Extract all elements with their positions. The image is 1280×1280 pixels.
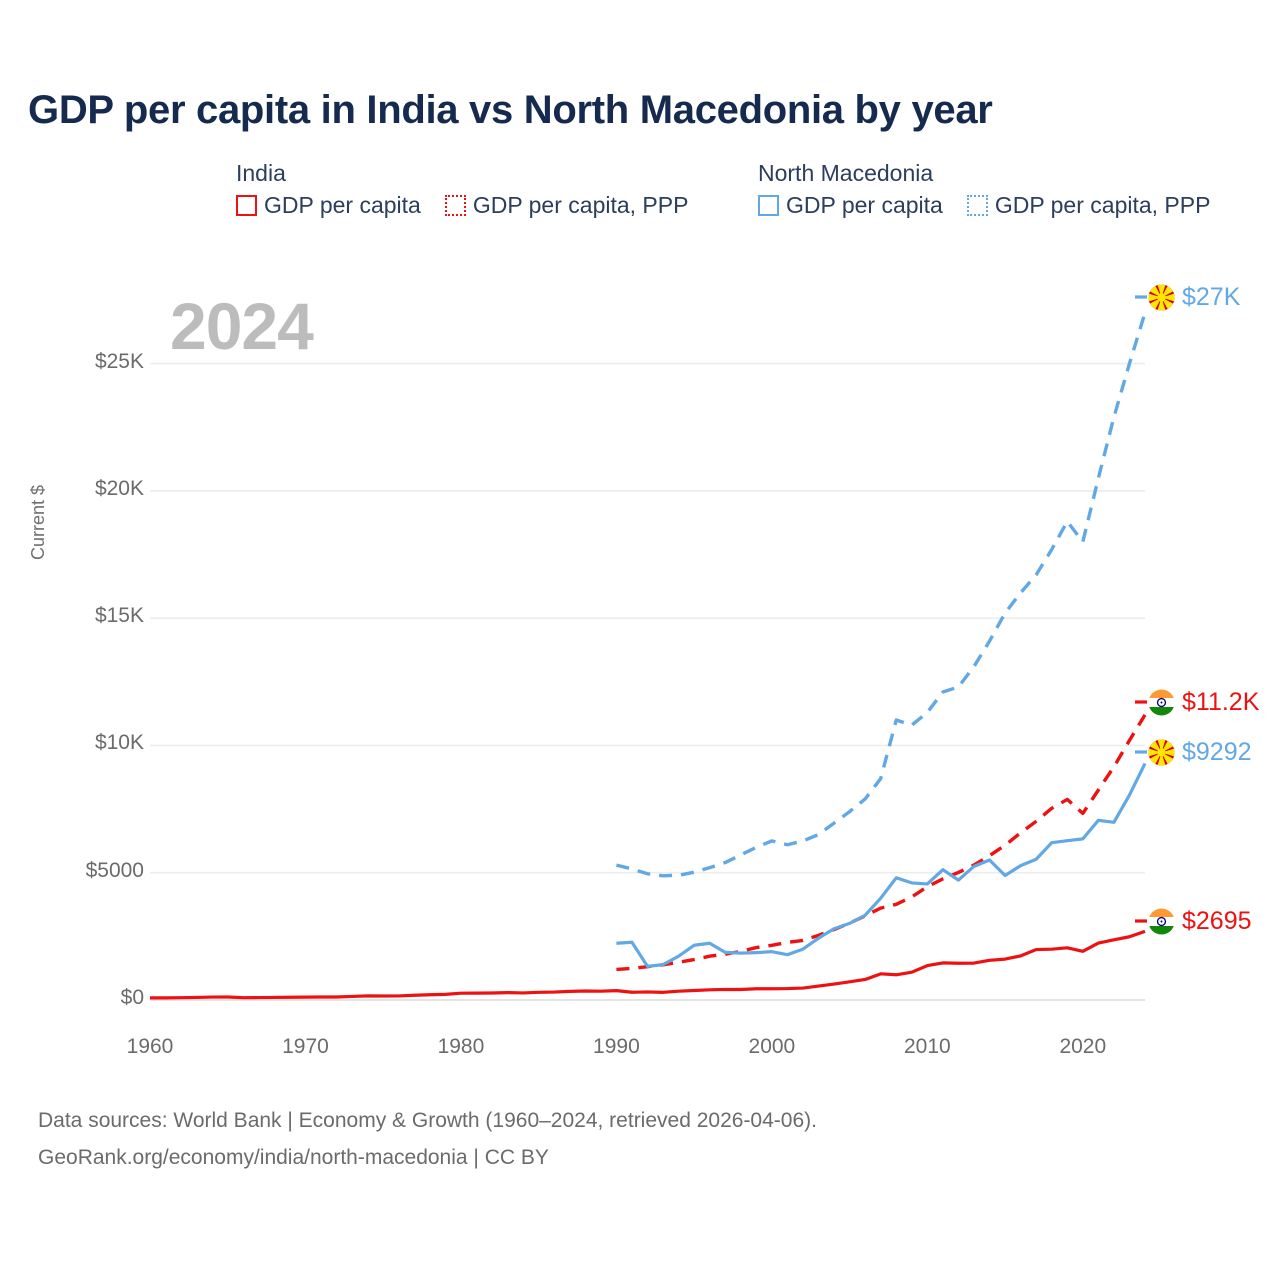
- series-line: [616, 714, 1147, 972]
- legend-item-nm-gdp[interactable]: GDP per capita: [758, 192, 943, 219]
- x-axis-tick-label: 1980: [437, 1035, 485, 1058]
- legend-swatch-solid-blue-icon: [758, 195, 779, 216]
- endpoint-value: $9292: [1182, 738, 1252, 766]
- legend-item-nm-ppp[interactable]: GDP per capita, PPP: [966, 192, 1211, 219]
- legend-label-nm-gdp: GDP per capita: [786, 192, 943, 218]
- footer-line-1: Data sources: World Bank | Economy & Gro…: [38, 1109, 817, 1132]
- legend-swatch-solid-red-icon: [236, 195, 257, 216]
- y-axis-tick-label: $10K: [94, 731, 144, 755]
- endpoint-value: $11.2K: [1182, 688, 1260, 716]
- legend-label-nm-ppp: GDP per capita, PPP: [994, 192, 1211, 218]
- india-flag-icon: [1148, 908, 1175, 935]
- legend-group-india: India GDP per capita GDP per capita, PPP: [236, 160, 688, 219]
- y-axis-tick-label: $25K: [94, 349, 144, 373]
- x-axis-tick-label: 2020: [1059, 1035, 1107, 1058]
- footer-line-2: GeoRank.org/economy/india/north-macedoni…: [38, 1145, 549, 1169]
- page-title: GDP per capita in India vs North Macedon…: [28, 88, 993, 132]
- x-axis-tick-label: 1960: [126, 1035, 174, 1058]
- endpoint-label-nm-gdp: $9292: [1148, 738, 1252, 767]
- legend-item-india-gdp[interactable]: GDP per capita: [236, 192, 421, 219]
- x-axis-tick-label: 1970: [282, 1035, 329, 1058]
- x-axis-tick-label: 2010: [903, 1035, 951, 1058]
- legend-group-north-macedonia: North Macedonia GDP per capita GDP per c…: [758, 160, 1210, 219]
- x-axis-tick-label: 1990: [593, 1035, 640, 1058]
- y-axis-label: Current $: [28, 484, 48, 560]
- y-axis-tick-label: $15K: [94, 604, 144, 628]
- legend-country-north-macedonia: North Macedonia: [758, 160, 934, 186]
- endpoint-label-india-gdp: $2695: [1148, 907, 1252, 936]
- series-line: [616, 762, 1147, 969]
- legend-label-india-gdp: GDP per capita: [264, 192, 421, 218]
- endpoint-value: $27K: [1182, 283, 1241, 311]
- endpoint-label-nm-ppp: $27K: [1148, 283, 1240, 312]
- y-axis-tick-label: $5000: [85, 858, 144, 882]
- legend-swatch-dotted-red-icon: [444, 195, 466, 216]
- series-line: [616, 312, 1147, 878]
- series-line: [149, 929, 1146, 1000]
- north-macedonia-flag-icon: [1148, 284, 1175, 311]
- india-flag-icon: [1148, 689, 1175, 716]
- x-axis-tick-label: 2000: [748, 1035, 796, 1058]
- north-macedonia-flag-icon: [1148, 739, 1175, 766]
- endpoint-value: $2695: [1182, 907, 1252, 935]
- year-watermark: 2024: [170, 289, 314, 363]
- legend-label-india-ppp: GDP per capita, PPP: [472, 192, 689, 218]
- legend-item-india-ppp[interactable]: GDP per capita, PPP: [444, 192, 689, 219]
- y-axis-tick-label: $0: [120, 986, 144, 1009]
- chart-legend: India GDP per capita GDP per capita, PPP…: [236, 160, 1256, 240]
- footer: Data sources: World Bank | Economy & Gro…: [38, 1103, 817, 1177]
- legend-country-india: India: [236, 160, 286, 186]
- endpoint-label-india-ppp: $11.2K: [1148, 688, 1259, 717]
- y-axis-tick-label: $20K: [94, 476, 144, 500]
- legend-swatch-dotted-blue-icon: [966, 195, 988, 216]
